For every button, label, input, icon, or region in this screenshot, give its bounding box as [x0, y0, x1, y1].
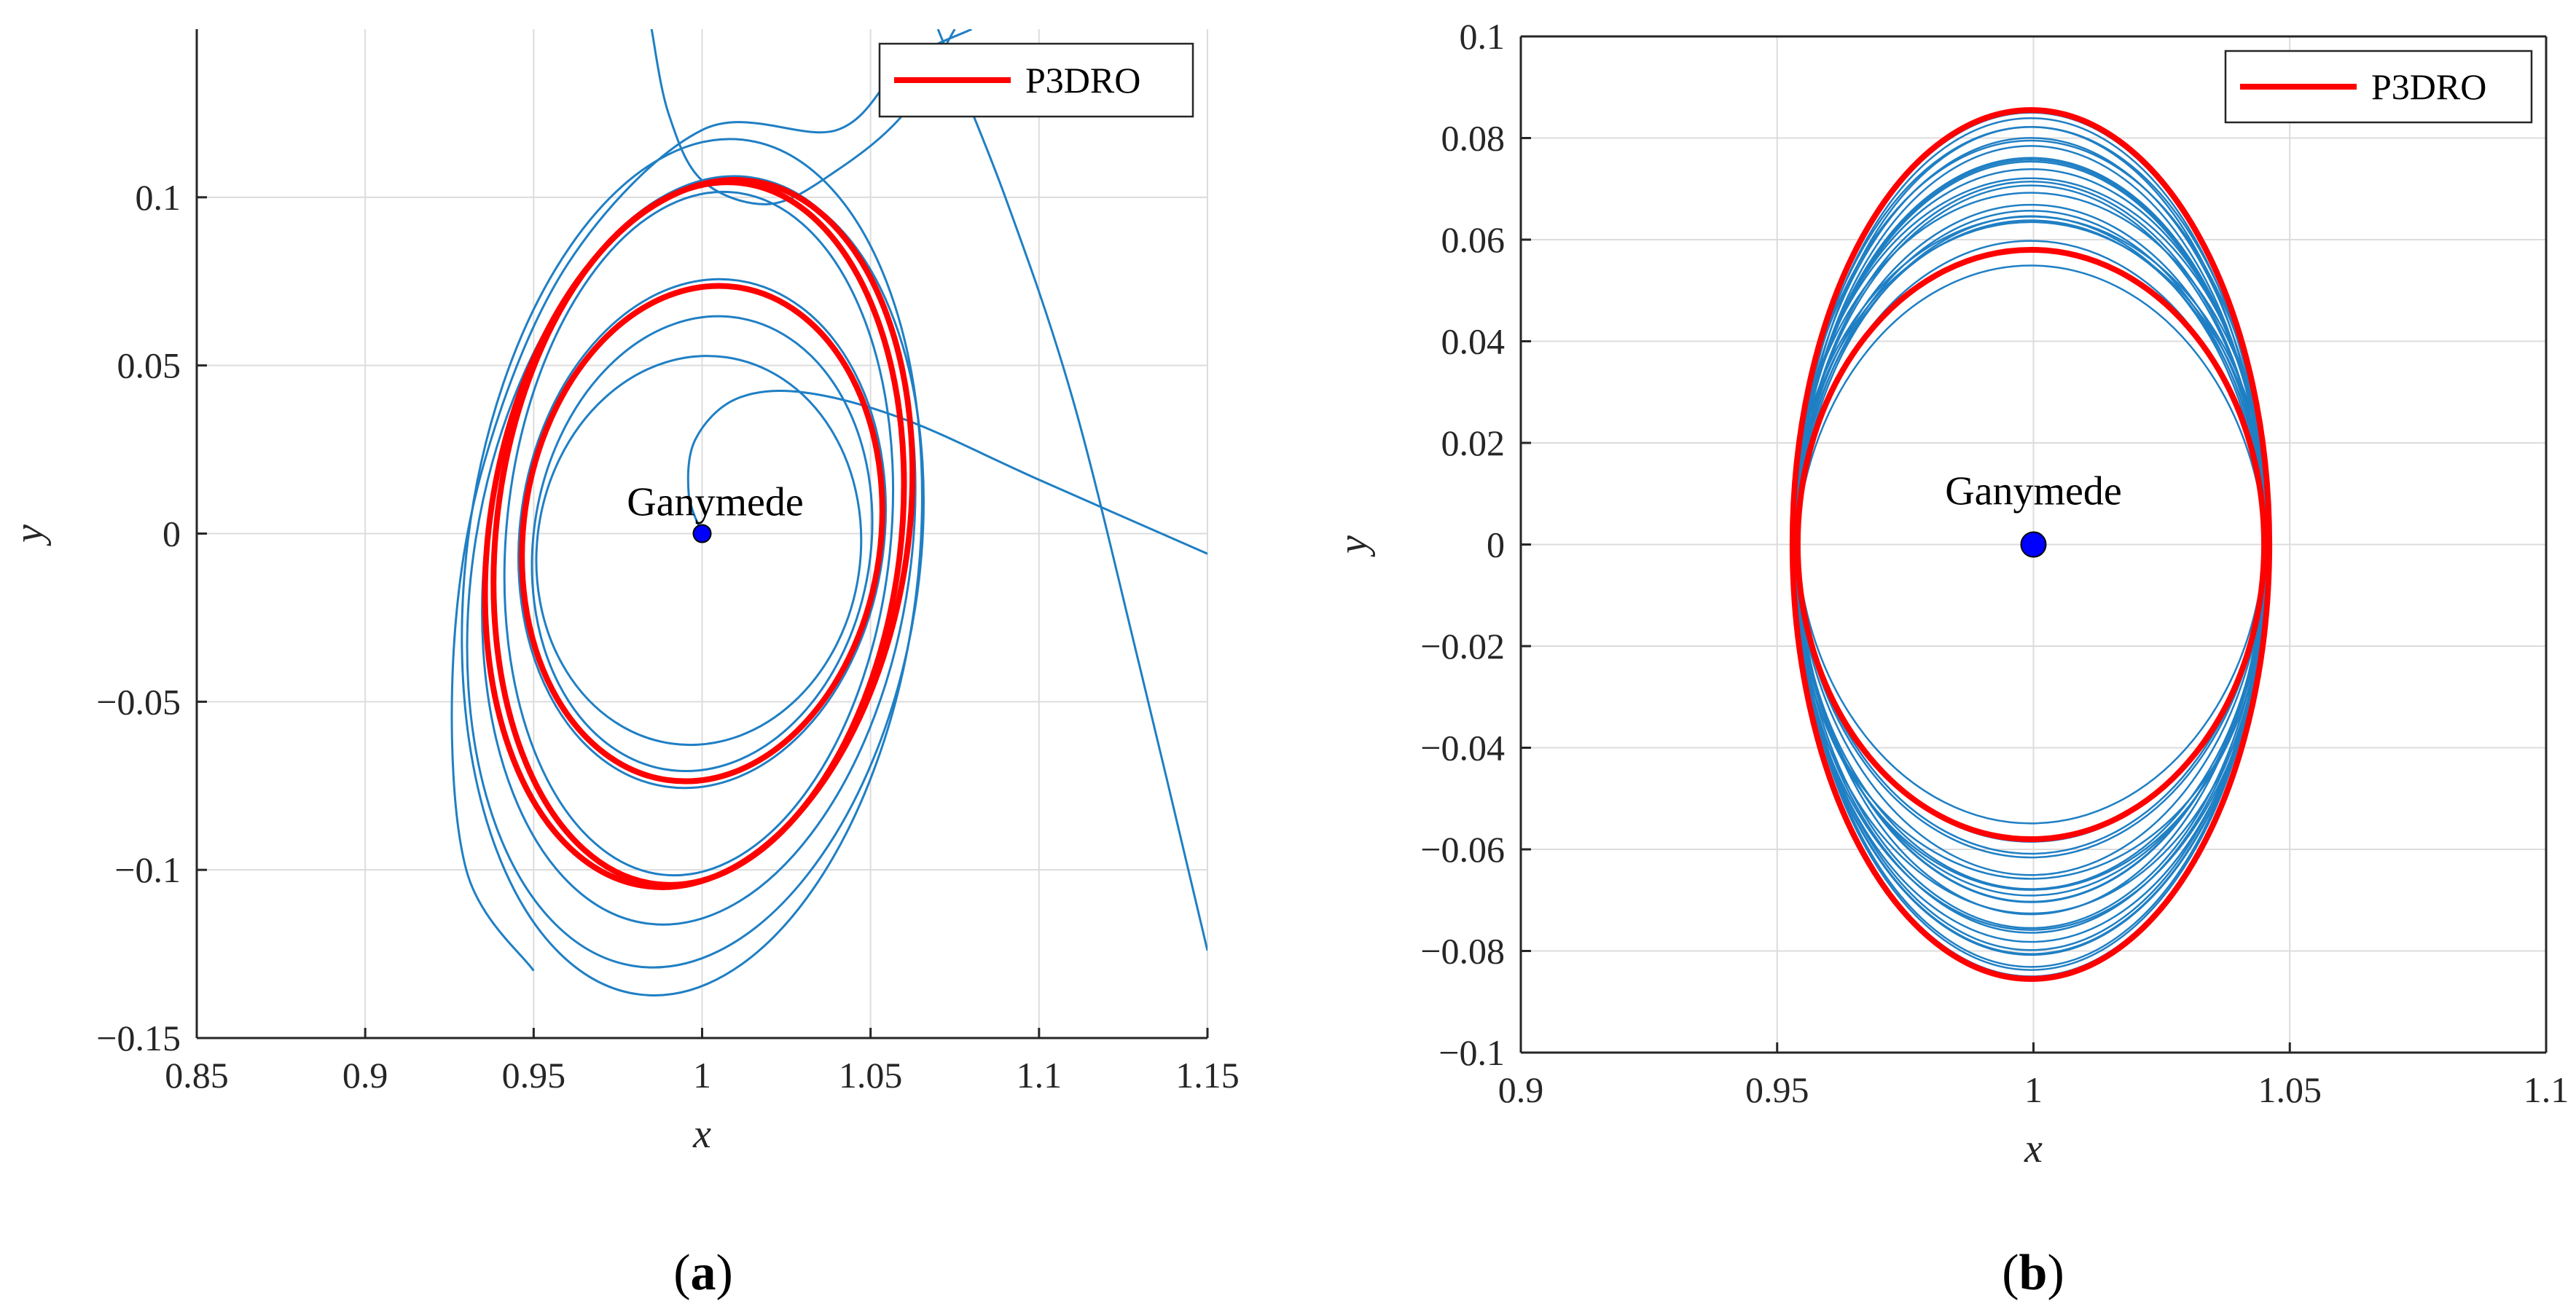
ganymede-marker [2020, 531, 2047, 558]
trajectory-orbit [1793, 264, 2268, 880]
legend: P3DRO [2224, 50, 2533, 124]
caption-open-paren: ( [673, 1245, 690, 1301]
y-tick-label: −0.04 [1420, 728, 1505, 769]
x-tick-label: 0.9 [1498, 1069, 1544, 1110]
x-axis-label: x [2024, 1126, 2043, 1171]
y-tick-label: 0.05 [117, 345, 181, 386]
plot-area [1789, 107, 2273, 982]
x-tick-label: 1.15 [1175, 1055, 1240, 1096]
y-tick-label: −0.15 [96, 1018, 181, 1058]
trajectory-path [936, 29, 1207, 951]
p3dro-orbit [1794, 246, 2268, 843]
y-tick-label: 0.08 [1441, 118, 1506, 159]
x-tick-label: 1.05 [2258, 1069, 2322, 1110]
p3dro-orbit [1789, 107, 2273, 982]
x-tick-label: 0.95 [502, 1055, 566, 1096]
y-tick-label: 0.1 [136, 177, 181, 218]
x-tick-label: 1.1 [2524, 1069, 2569, 1110]
x-tick-label: 1.1 [1017, 1055, 1062, 1096]
trajectory-orbit [517, 278, 888, 790]
y-tick-label: −0.05 [96, 681, 181, 722]
x-tick-label: 1.05 [839, 1055, 903, 1096]
y-tick-label: −0.1 [1438, 1032, 1505, 1073]
y-tick-label: 0.02 [1441, 422, 1506, 463]
ganymede-label: Ganymede [627, 480, 804, 525]
y-tick-label: 0.04 [1441, 321, 1506, 362]
y-tick-label: 0 [163, 514, 181, 554]
legend: P3DRO [878, 42, 1194, 118]
x-axis-label: x [692, 1112, 711, 1157]
x-tick-label: 1 [693, 1055, 711, 1096]
y-tick-label: 0.06 [1441, 219, 1506, 260]
y-tick-label: −0.1 [114, 849, 181, 890]
y-axis-label: y [1331, 535, 1376, 557]
legend-label-p3dro: P3DRO [1025, 60, 1140, 101]
p3dro-orbit [519, 283, 885, 785]
chart-panel-b: Ganymede 0.9 0.95 1 1.05 1.1 −0.1 −0.08 −0.06 −0.… [1331, 16, 2569, 1301]
trajectory-orbit [531, 315, 874, 773]
panel-caption: (b) [2002, 1245, 2064, 1301]
plot-area [450, 29, 1207, 997]
grid [196, 29, 1208, 1039]
caption-close-paren: ) [2047, 1245, 2064, 1301]
legend-label-p3dro: P3DRO [2371, 66, 2486, 107]
trajectory-path [450, 29, 973, 972]
x-tick-label: 1 [2024, 1069, 2043, 1110]
panel-caption: (a) [673, 1245, 733, 1301]
caption-letter: a [691, 1245, 716, 1301]
p3dro-orbit [482, 177, 916, 890]
x-tick-label: 0.85 [165, 1055, 229, 1096]
ganymede-label: Ganymede [1945, 469, 2122, 514]
chart-panel-a: Ganymede 0.85 0.9 0.95 1 1.05 1.1 1.15 −0.15 −0.1… [7, 29, 1240, 1301]
p3dro-orbit [490, 179, 907, 888]
y-tick-label: −0.02 [1420, 626, 1505, 667]
caption-letter: b [2019, 1245, 2048, 1301]
trajectory-orbit [1793, 184, 2269, 931]
y-tick-label: 0.1 [1460, 16, 1506, 57]
trajectory-path [686, 390, 1207, 555]
x-tick-label: 0.9 [342, 1055, 388, 1096]
trajectory-orbit [461, 138, 923, 997]
caption-open-paren: ( [2002, 1245, 2019, 1301]
y-axis-label: y [7, 524, 52, 546]
y-tick-label: −0.08 [1420, 931, 1505, 972]
trajectory-orbit [535, 355, 863, 747]
trajectory-orbit [1793, 177, 2268, 876]
ganymede-marker [692, 524, 712, 543]
trajectory-orbit [503, 190, 895, 877]
x-tick-label: 0.95 [1745, 1069, 1809, 1110]
y-tick-label: 0 [1487, 524, 1505, 565]
y-tick-label: −0.06 [1420, 829, 1505, 870]
caption-close-paren: ) [716, 1245, 733, 1301]
